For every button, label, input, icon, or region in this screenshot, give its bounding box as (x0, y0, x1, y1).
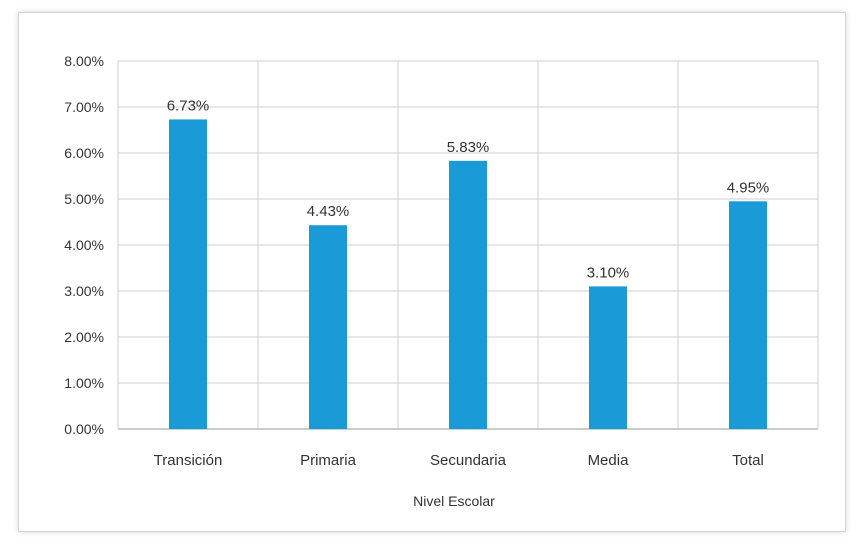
data-label: 4.95% (727, 179, 770, 196)
x-tick-label: Media (588, 452, 630, 469)
x-tick-label: Secundaria (430, 452, 507, 469)
bar (449, 160, 487, 429)
x-tick-label: Primaria (300, 452, 356, 469)
y-tick-label: 2.00% (64, 329, 104, 345)
data-label: 5.83% (447, 139, 490, 156)
y-tick-label: 6.00% (64, 145, 104, 161)
bar (589, 286, 627, 429)
x-tick-label: Total (732, 452, 764, 469)
y-tick-label: 8.00% (64, 53, 104, 69)
grid-lines (117, 60, 819, 430)
x-axis-title: Nivel Escolar (413, 493, 495, 509)
chart-frame (18, 12, 846, 532)
bar (309, 225, 347, 429)
y-axis-ticks: 0.00% 1.00% 2.00% 3.00% 4.00% 5.00% 6.00% 7.00%… (64, 53, 104, 437)
bar (169, 119, 207, 430)
x-axis-ticks: Transición Primaria Secundaria Media Total (154, 452, 764, 469)
y-tick-label: 1.00% (64, 375, 104, 391)
data-label: 3.10% (587, 264, 630, 281)
y-tick-label: 3.00% (64, 283, 104, 299)
y-tick-label: 4.00% (64, 237, 104, 253)
data-labels: 6.73% 4.43% 5.83% 3.10% 4.95% (167, 97, 770, 281)
y-tick-label: 5.00% (64, 191, 104, 207)
bars (169, 119, 767, 430)
data-label: 6.73% (167, 97, 210, 114)
x-tick-label: Transición (154, 452, 223, 469)
y-tick-label: 0.00% (64, 421, 104, 437)
bar (729, 201, 767, 429)
y-tick-label: 7.00% (64, 99, 104, 115)
data-label: 4.43% (307, 203, 350, 220)
